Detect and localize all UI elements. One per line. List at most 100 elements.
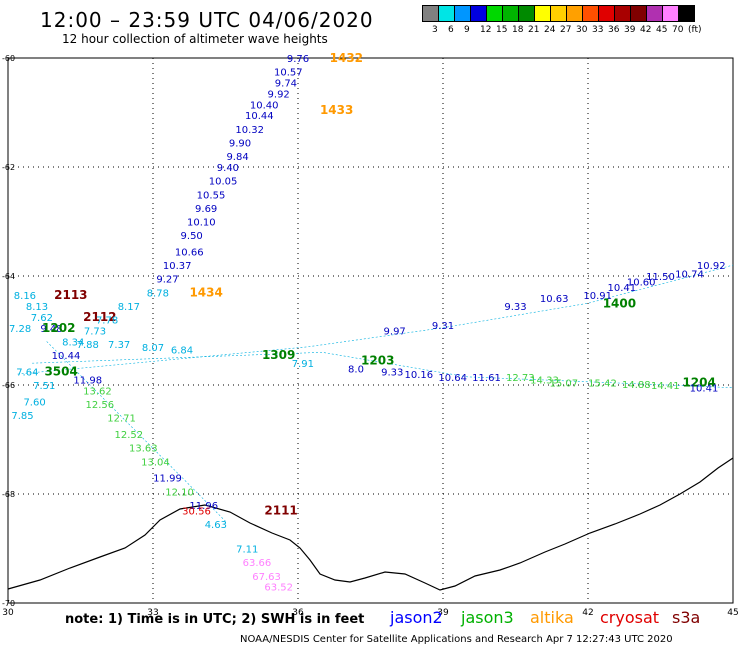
- wave-height-label: 9.31: [432, 321, 454, 332]
- wave-height-label: 14.33: [530, 376, 559, 387]
- wave-height-label: 13.04: [141, 457, 170, 468]
- pass-time-label: 3504: [44, 364, 77, 378]
- satellite-track: [17, 264, 734, 375]
- legend-cryosat: cryosat: [600, 608, 660, 627]
- wave-height-label: 10.41: [690, 384, 719, 395]
- wave-height-label: 7.37: [108, 340, 130, 351]
- lat-tick-label: -70: [2, 599, 15, 608]
- wave-height-label: 15.42: [588, 378, 617, 389]
- wave-height-color-scale: 3 6 9 12 15 18 21 24 27 30 33 36 39 42 45 70 (ft): [422, 5, 740, 39]
- scale-label: 33: [592, 25, 604, 35]
- pass-time-label: 1433: [320, 103, 353, 117]
- scale-swatch: [503, 5, 519, 22]
- wave-height-label: 12.52: [115, 430, 144, 441]
- scale-label: 27: [560, 25, 572, 35]
- wave-height-label: 10.37: [163, 261, 192, 272]
- legend-s3a: s3a: [672, 608, 701, 627]
- wave-height-label: 11.96: [189, 501, 218, 512]
- wave-height-label: 7.11: [236, 545, 258, 556]
- wave-height-label: 7.51: [33, 381, 55, 392]
- satellite-track: [32, 351, 734, 389]
- scale-label: (ft): [688, 25, 702, 35]
- scale-swatch: [519, 5, 535, 22]
- wave-height-label: 10.10: [187, 218, 216, 229]
- scale-label: 45: [656, 25, 668, 35]
- wave-height-label: 12.10: [165, 487, 194, 498]
- wave-height-label: 10.60: [627, 277, 656, 288]
- wave-height-label: 8.78: [147, 288, 169, 299]
- wave-height-label: 63.66: [243, 558, 272, 569]
- wave-height-label: 11.99: [153, 474, 182, 485]
- wave-height-label: 7.62: [31, 313, 53, 324]
- wave-height-label: 11.98: [73, 376, 102, 387]
- wave-height-label: 7.64: [16, 367, 38, 378]
- wave-height-label: 10.44: [52, 351, 81, 362]
- scale-label: 15: [496, 25, 508, 35]
- lon-tick-label: 42: [582, 608, 593, 618]
- lon-tick-label: 33: [147, 608, 158, 618]
- wave-height-label: 9.27: [156, 275, 178, 286]
- wave-height-label: 14.88: [622, 380, 651, 391]
- legend-jason2: jason2: [390, 608, 443, 627]
- wave-height-label: 10.74: [675, 269, 704, 280]
- pass-time-label: 1434: [189, 285, 222, 299]
- scale-swatch: [631, 5, 647, 22]
- wave-height-label: 10.44: [245, 111, 274, 122]
- wave-height-label: 7.60: [23, 397, 45, 408]
- wave-height-label: 67.63: [252, 572, 281, 583]
- scale-label: 9: [464, 25, 470, 35]
- wave-height-label: 9.33: [504, 302, 526, 313]
- lon-tick-label: 36: [292, 608, 304, 618]
- wave-height-label: 9.76: [287, 54, 309, 65]
- wave-height-label: 63.52: [264, 583, 293, 594]
- pass-time-label: 2112: [83, 310, 116, 324]
- wave-height-label: 10.16: [405, 370, 434, 381]
- wave-height-label: 13.63: [129, 444, 158, 455]
- pass-time-label: 2113: [54, 288, 87, 302]
- wave-height-label: 4.63: [205, 520, 227, 531]
- wave-height-label: 7.28: [9, 324, 31, 335]
- scale-label: 39: [624, 25, 636, 35]
- wave-height-label: 8.13: [26, 302, 48, 313]
- scale-label: 24: [544, 25, 556, 35]
- wave-height-label: 10.55: [197, 190, 226, 201]
- wave-height-label: 15.07: [550, 378, 579, 389]
- scale-swatch: [583, 5, 599, 22]
- wave-height-label: 10.57: [274, 68, 303, 79]
- lat-tick-label: -66: [2, 381, 15, 390]
- wave-height-label: 7.78: [96, 316, 118, 327]
- page-subtitle: 12 hour collection of altimeter wave hei…: [62, 32, 328, 46]
- wave-height-label: 6.84: [171, 346, 193, 357]
- scale-swatch: [455, 5, 471, 22]
- wave-height-label: 11.61: [472, 373, 501, 384]
- wave-height-label: 9.48: [40, 324, 62, 335]
- wave-height-label: 13.62: [83, 386, 112, 397]
- scale-label: 18: [512, 25, 524, 35]
- scale-label: 21: [528, 25, 540, 35]
- scale-swatch: [439, 5, 455, 22]
- units-note: note: 1) Time is in UTC; 2) SWH is in fe…: [65, 612, 365, 627]
- legend-jason3: jason3: [461, 608, 514, 627]
- wave-height-label: 11.50: [646, 272, 675, 283]
- wave-height-label: 8.07: [142, 343, 164, 354]
- wave-height-label: 9.90: [229, 138, 251, 149]
- wave-height-label: 10.66: [175, 247, 204, 258]
- pass-time-label: 1309: [262, 348, 295, 362]
- wave-height-label: 9.50: [181, 231, 203, 242]
- scale-swatch: [663, 5, 679, 22]
- scale-swatch: [647, 5, 663, 22]
- wave-height-label: 9.97: [384, 327, 406, 338]
- scale-label: 42: [640, 25, 652, 35]
- wave-height-label: 8.17: [118, 302, 140, 313]
- wave-height-label: 8.16: [14, 291, 36, 302]
- pass-time-label: 1203: [361, 353, 394, 367]
- wave-height-label: 9.92: [268, 89, 290, 100]
- wave-height-label: 9.33: [381, 367, 403, 378]
- scale-label: 6: [448, 25, 454, 35]
- scale-swatch: [567, 5, 583, 22]
- scale-label: 30: [576, 25, 588, 35]
- wave-height-label: 14.41: [651, 381, 680, 392]
- pass-time-label: 1432: [330, 51, 363, 65]
